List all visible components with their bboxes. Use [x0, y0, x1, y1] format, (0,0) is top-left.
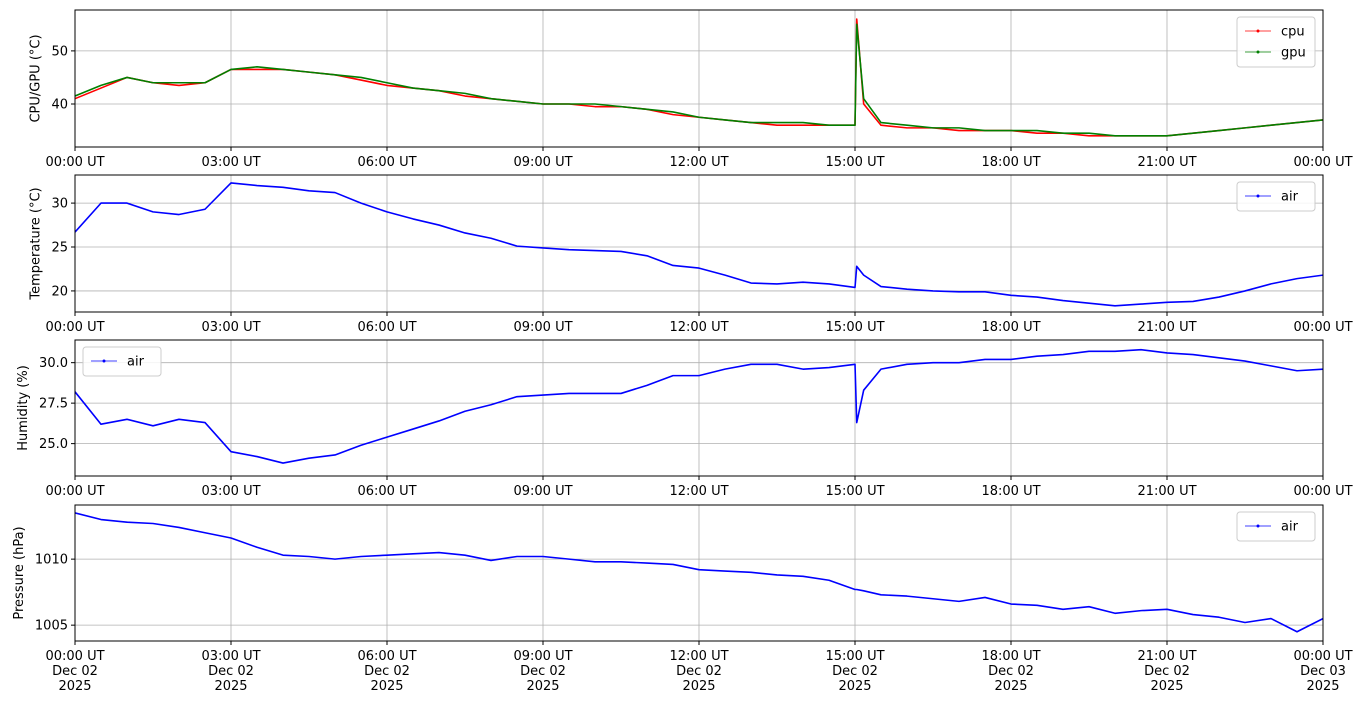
legend-dot — [1256, 524, 1260, 528]
series-line — [75, 348, 1323, 464]
legend-dot — [1256, 50, 1260, 54]
x-tick-label: 00:00 UT — [45, 320, 104, 335]
y-tick-label: 30 — [51, 197, 68, 212]
legend-box — [1236, 181, 1316, 212]
x-tick-label: 09:00 UT Dec 02 2025 — [513, 649, 572, 694]
x-tick-label: 00:00 UT Dec 02 2025 — [45, 649, 104, 694]
plot-frame — [74, 504, 1324, 642]
x-tick-label: 21:00 UT Dec 02 2025 — [1137, 649, 1196, 694]
x-tick-label: 09:00 UT — [513, 320, 572, 335]
plot-frame — [74, 339, 1324, 477]
plot-frame — [74, 174, 1324, 313]
x-tick-label: 18:00 UT — [981, 320, 1040, 335]
legend-label: gpu — [1281, 46, 1306, 61]
series-line — [75, 512, 1323, 633]
x-tick-label: 03:00 UT Dec 02 2025 — [201, 649, 260, 694]
legend-label: air — [127, 355, 145, 370]
y-tick-label: 30.0 — [39, 356, 68, 371]
plot-frame — [74, 9, 1324, 148]
x-tick-label: 18:00 UT Dec 02 2025 — [981, 649, 1040, 694]
x-tick-label: 00:00 UT — [1293, 484, 1352, 499]
x-tick-label: 18:00 UT — [981, 484, 1040, 499]
x-tick-label: 06:00 UT — [357, 320, 416, 335]
legend-dot — [1256, 29, 1260, 33]
x-tick-label: 00:00 UT — [45, 155, 104, 170]
legend-box — [82, 346, 162, 377]
y-axis-label: Temperature (°C) — [28, 187, 43, 300]
x-tick-label: 03:00 UT — [201, 155, 260, 170]
x-tick-label: 06:00 UT — [357, 484, 416, 499]
x-tick-label: 21:00 UT — [1137, 320, 1196, 335]
y-tick-label: 50 — [51, 44, 68, 59]
x-tick-label: 15:00 UT — [825, 320, 884, 335]
legend-label: cpu — [1281, 25, 1305, 40]
x-tick-label: 12:00 UT — [669, 484, 728, 499]
legend-box — [1236, 511, 1316, 542]
y-tick-label: 25.0 — [39, 437, 68, 452]
legend-dot — [1256, 194, 1260, 198]
y-tick-label: 40 — [51, 97, 68, 112]
x-tick-label: 00:00 UT — [1293, 155, 1352, 170]
legend-dot — [102, 359, 106, 363]
x-tick-label: 09:00 UT — [513, 155, 572, 170]
x-tick-label: 15:00 UT — [825, 484, 884, 499]
x-tick-label: 06:00 UT — [357, 155, 416, 170]
x-tick-label: 12:00 UT Dec 02 2025 — [669, 649, 728, 694]
y-axis-label: Pressure (hPa) — [12, 526, 27, 619]
x-tick-label: 00:00 UT Dec 03 2025 — [1293, 649, 1352, 694]
legend-box — [1236, 16, 1316, 68]
legend-label: air — [1281, 520, 1299, 535]
series-line — [75, 23, 1323, 137]
x-tick-label: 18:00 UT — [981, 155, 1040, 170]
x-tick-label: 21:00 UT — [1137, 155, 1196, 170]
x-tick-label: 15:00 UT — [825, 155, 884, 170]
y-axis-label: CPU/GPU (°C) — [28, 34, 43, 122]
x-tick-label: 21:00 UT — [1137, 484, 1196, 499]
series-line — [75, 182, 1323, 307]
x-tick-label: 03:00 UT — [201, 320, 260, 335]
x-tick-label: 12:00 UT — [669, 155, 728, 170]
y-tick-label: 25 — [51, 241, 68, 256]
y-tick-label: 1010 — [35, 553, 68, 568]
x-tick-label: 06:00 UT Dec 02 2025 — [357, 649, 416, 694]
x-tick-label: 09:00 UT — [513, 484, 572, 499]
y-tick-label: 27.5 — [39, 397, 68, 412]
legend-label: air — [1281, 190, 1299, 205]
y-tick-label: 1005 — [35, 619, 68, 634]
x-tick-label: 00:00 UT — [1293, 320, 1352, 335]
x-tick-label: 00:00 UT — [45, 484, 104, 499]
y-axis-label: Humidity (%) — [16, 365, 31, 451]
x-tick-label: 03:00 UT — [201, 484, 260, 499]
x-tick-label: 12:00 UT — [669, 320, 728, 335]
y-tick-label: 20 — [51, 284, 68, 299]
x-tick-label: 15:00 UT Dec 02 2025 — [825, 649, 884, 694]
